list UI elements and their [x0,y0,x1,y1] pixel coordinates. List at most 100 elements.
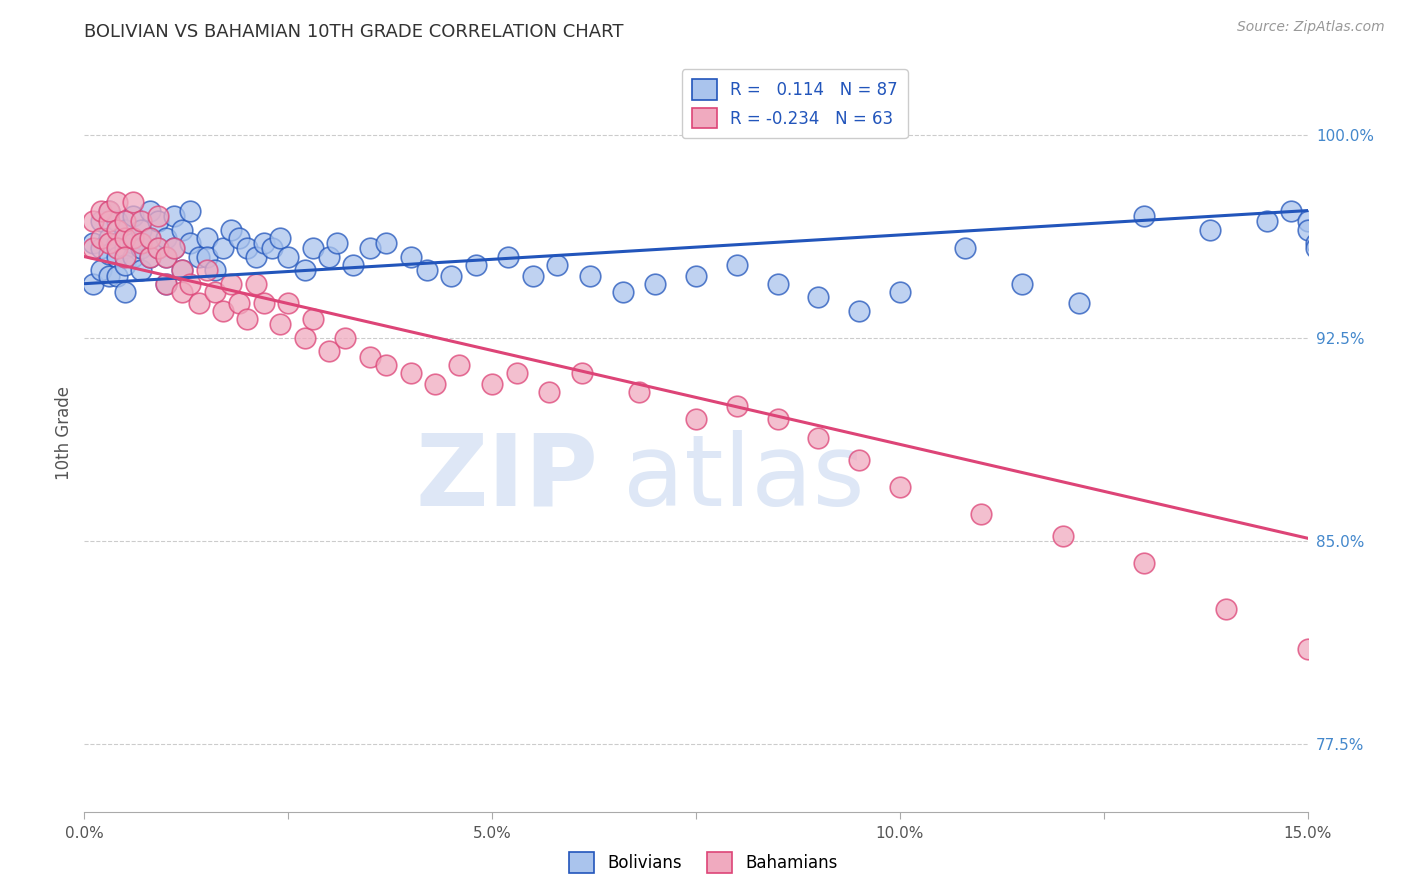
Point [138,250,160,264]
Point [685,268,707,283]
Point [228,230,250,244]
Point [269,230,291,244]
Point [122,209,145,223]
Point [253,295,276,310]
Point [90,242,112,256]
Point [114,214,136,228]
Point [90,263,112,277]
Point [82,277,104,291]
Point [195,250,218,264]
Point [97,247,120,261]
Point [766,277,789,291]
Point [1296,222,1319,236]
Point [1320,263,1343,277]
Point [105,250,128,264]
Point [505,366,527,380]
Point [522,268,544,283]
Point [114,285,136,299]
Point [1069,295,1091,310]
Point [212,242,235,256]
Point [294,331,316,345]
Point [105,242,128,256]
Point [627,384,650,399]
Point [889,480,911,494]
Point [146,214,169,228]
Point [236,312,259,326]
Point [498,250,520,264]
Point [253,236,276,251]
Point [138,250,160,264]
Point [97,268,120,283]
Point [122,195,145,210]
Point [122,230,145,244]
Legend: R =   0.114   N = 87, R = -0.234   N = 63: R = 0.114 N = 87, R = -0.234 N = 63 [682,70,908,138]
Point [163,242,186,256]
Point [301,312,323,326]
Point [195,230,218,244]
Point [335,331,357,345]
Y-axis label: 10th Grade: 10th Grade [55,385,73,480]
Point [195,263,218,277]
Point [399,250,422,264]
Point [114,230,136,244]
Point [187,295,209,310]
Point [131,236,153,251]
Text: ZIP: ZIP [415,430,598,526]
Point [131,242,153,256]
Point [204,263,226,277]
Legend: Bolivians, Bahamians: Bolivians, Bahamians [562,846,844,880]
Point [375,358,398,372]
Point [546,258,568,272]
Point [301,242,323,256]
Point [219,222,242,236]
Point [97,236,120,251]
Point [82,214,104,228]
Point [212,303,235,318]
Text: BOLIVIAN VS BAHAMIAN 10TH GRADE CORRELATION CHART: BOLIVIAN VS BAHAMIAN 10TH GRADE CORRELAT… [84,23,624,41]
Point [245,250,267,264]
Point [122,250,145,264]
Point [318,250,340,264]
Point [97,203,120,218]
Text: Source: ZipAtlas.com: Source: ZipAtlas.com [1237,20,1385,34]
Point [685,412,707,426]
Point [131,214,153,228]
Point [1133,556,1156,570]
Point [155,277,177,291]
Point [612,285,634,299]
Point [579,268,602,283]
Point [90,230,112,244]
Point [538,384,561,399]
Point [1305,242,1327,256]
Point [97,203,120,218]
Point [219,277,242,291]
Point [114,222,136,236]
Point [131,222,153,236]
Point [97,230,120,244]
Point [155,277,177,291]
Point [163,242,186,256]
Point [326,236,349,251]
Point [644,277,666,291]
Point [1198,222,1220,236]
Point [82,236,104,251]
Text: atlas: atlas [623,430,865,526]
Point [172,285,194,299]
Point [725,399,748,413]
Point [970,507,993,521]
Point [172,222,194,236]
Point [725,258,748,272]
Point [1296,214,1319,228]
Point [571,366,593,380]
Point [294,263,316,277]
Point [236,242,259,256]
Point [359,242,381,256]
Point [179,236,201,251]
Point [416,263,439,277]
Point [138,230,160,244]
Point [1052,528,1074,542]
Point [138,203,160,218]
Point [449,358,471,372]
Point [848,303,870,318]
Point [399,366,422,380]
